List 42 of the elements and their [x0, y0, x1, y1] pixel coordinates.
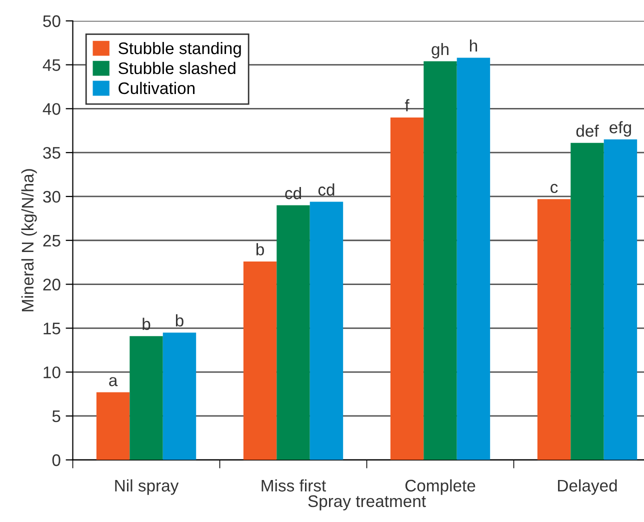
data-label: b: [142, 318, 150, 330]
bar: [390, 117, 424, 460]
data-label: cd: [318, 183, 334, 196]
data-label: h: [470, 39, 478, 52]
y-tick-label: 50: [43, 15, 60, 28]
bar: [537, 199, 571, 460]
bar: [456, 58, 490, 460]
bar: [130, 336, 163, 460]
bar: [96, 392, 130, 460]
data-label: gh: [432, 42, 448, 58]
y-tick-label: 15: [44, 322, 60, 334]
y-tick-label: 25: [43, 234, 60, 247]
bar: [243, 261, 277, 460]
data-label: def: [576, 124, 599, 137]
bar: [276, 205, 310, 460]
bar: [162, 332, 196, 460]
y-tick-label: 5: [52, 410, 60, 422]
legend-label: Cultivation: [118, 82, 195, 94]
bar: [604, 139, 638, 460]
y-tick-label: 10: [44, 366, 60, 378]
bar: [570, 142, 604, 460]
y-tick-label: 20: [43, 278, 60, 290]
y-tick-label: 30: [43, 190, 60, 203]
legend-label: Stubble slashed: [118, 62, 236, 74]
x-tick-label: Delayed: [558, 479, 617, 495]
legend-label: Stubble standing: [118, 42, 241, 58]
x-axis-title: Spray treatment: [308, 495, 426, 510]
data-label: a: [109, 377, 118, 386]
data-label: b: [176, 314, 184, 326]
data-label: b: [256, 243, 264, 256]
y-tick-label: 45: [42, 59, 60, 71]
data-label: c: [550, 184, 558, 194]
bar: [310, 202, 344, 460]
y-tick-label: 0: [52, 454, 60, 466]
x-tick-label: Complete: [405, 479, 476, 495]
y-tick-label: 40: [42, 103, 60, 115]
y-tick-label: 35: [43, 146, 60, 159]
x-tick-label: Nil spray: [115, 479, 179, 495]
data-label: efg: [610, 121, 631, 137]
x-tick-label: Miss first: [262, 479, 326, 492]
bar: [424, 61, 457, 460]
y-axis-title: Mineral N (kg/N/ha): [21, 169, 37, 312]
